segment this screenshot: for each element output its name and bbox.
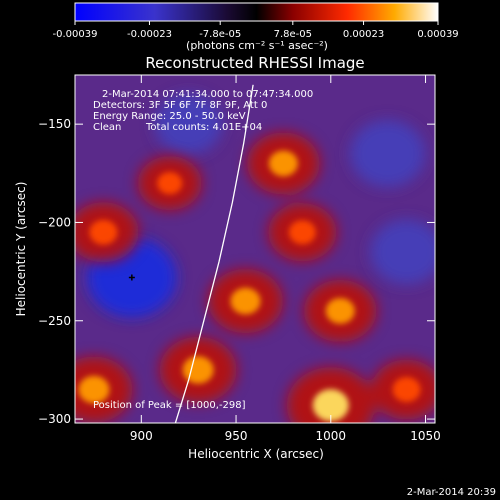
emission-core [157, 172, 183, 195]
emission-core [392, 377, 421, 402]
annotation-total-counts: Total counts: 4.01E+04 [145, 122, 262, 133]
emission-core [312, 389, 349, 422]
emission-core [288, 220, 316, 245]
emission-core [268, 150, 298, 177]
emission-core [89, 219, 118, 245]
image-area [75, 75, 435, 423]
annotations: 2-Mar-2014 07:41:34.000 to 07:47:34.000 … [93, 89, 313, 411]
colorbar-tick-label: -7.8e-05 [199, 29, 241, 40]
annotation-time-range: 2-Mar-2014 07:41:34.000 to 07:47:34.000 [102, 89, 313, 100]
emission-core [325, 298, 355, 324]
annotation-peak: Position of Peak = [1000,-298] [93, 400, 246, 411]
emission-core [230, 287, 261, 315]
x-tick-label: 1000 [316, 429, 347, 443]
absorption-region [154, 94, 223, 155]
x-axis-ticks: 900 950 1000 1050 [130, 75, 441, 443]
plot-frame [74, 74, 436, 424]
annotation-energy: Energy Range: 25.0 - 50.0 keV [93, 111, 246, 122]
peak-marker [128, 274, 135, 281]
x-tick-label: 950 [225, 429, 248, 443]
emission-cores [78, 150, 421, 422]
x-axis-label: Heliocentric X (arcsec) [188, 447, 324, 461]
emission-core [78, 375, 110, 404]
annotation-detectors: Detectors: 3F 5F 6F 7F 8F 9F, Att 0 [93, 100, 267, 111]
absorption-region [350, 120, 426, 188]
absorption-region [370, 219, 435, 285]
y-axis-ticks: −150 −200 −250 −300 [38, 117, 435, 426]
colorbar-tick-label: 7.8e-05 [274, 29, 312, 40]
colorbar-gradient [74, 2, 439, 22]
colorbar-ticks: -0.00039 -0.00023 -7.8e-05 7.8e-05 0.00023 0.… [53, 21, 459, 40]
colorbar: -0.00039 -0.00023 -7.8e-05 7.8e-05 0.00023 0.… [53, 2, 459, 52]
limb-curve [174, 84, 254, 423]
x-tick-label: 1050 [410, 429, 441, 443]
colorbar-tick-label: -0.00039 [53, 29, 98, 40]
y-tick-label: −250 [38, 314, 71, 328]
colorbar-unit-label: (photons cm⁻² s⁻¹ asec⁻²) [186, 39, 328, 52]
annotation-method: Clean [93, 122, 121, 133]
footer-timestamp: 2-Mar-2014 20:39 [407, 487, 496, 498]
y-tick-label: −150 [38, 117, 71, 131]
emission-core [182, 356, 214, 384]
chart-title: Reconstructed RHESSI Image [145, 54, 364, 72]
x-tick-label: 900 [130, 429, 153, 443]
y-tick-label: −200 [38, 215, 71, 229]
colorbar-tick-label: -0.00023 [127, 29, 172, 40]
colorbar-tick-label: 0.00039 [417, 29, 458, 40]
y-tick-label: −300 [38, 412, 71, 426]
colorbar-tick-label: 0.00023 [343, 29, 384, 40]
y-axis-label: Heliocentric Y (arcsec) [14, 182, 28, 317]
